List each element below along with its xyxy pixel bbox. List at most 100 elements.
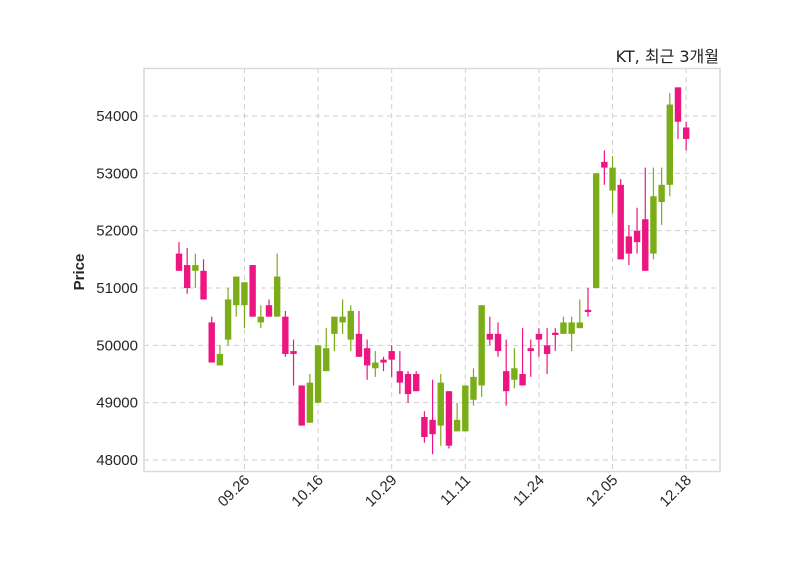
candle-up bbox=[233, 276, 240, 317]
candle-up bbox=[650, 167, 657, 260]
candle-body bbox=[503, 371, 510, 392]
candle-down bbox=[388, 345, 395, 377]
candle-body bbox=[298, 385, 305, 426]
candle-body bbox=[175, 253, 183, 271]
candle-body bbox=[576, 322, 584, 329]
candle-up bbox=[560, 316, 567, 334]
candle-body bbox=[241, 282, 248, 306]
candle-down bbox=[200, 259, 207, 300]
candle-body bbox=[511, 368, 518, 380]
y-tick-label: 54000 bbox=[96, 108, 138, 125]
candle-down bbox=[445, 391, 453, 449]
candle-down bbox=[625, 224, 633, 266]
candle-body bbox=[552, 332, 559, 336]
y-axis-ticks: 48000 49000 50000 51000 52000 53000 54000 bbox=[96, 108, 138, 469]
chart-title: KT, 최근 3개월 bbox=[616, 47, 719, 66]
candle-body bbox=[601, 161, 608, 168]
candle-body bbox=[642, 219, 649, 271]
candle-up bbox=[241, 282, 248, 329]
candle-body bbox=[494, 333, 502, 352]
candle-up bbox=[666, 93, 673, 197]
candle-down bbox=[421, 411, 428, 443]
candle-up bbox=[568, 316, 575, 352]
candle-body bbox=[347, 310, 354, 340]
candle-down bbox=[208, 316, 215, 363]
candle-body bbox=[208, 322, 215, 363]
candle-up bbox=[306, 374, 314, 423]
candle-body bbox=[314, 345, 322, 403]
y-tick-label: 53000 bbox=[96, 165, 138, 182]
candle-body bbox=[429, 419, 436, 435]
candle-down bbox=[183, 247, 191, 294]
candle-up bbox=[216, 345, 224, 366]
candle-down bbox=[617, 179, 624, 260]
candle-body bbox=[233, 276, 240, 306]
candle-down bbox=[552, 328, 559, 352]
candle-body bbox=[568, 322, 575, 334]
candle-up bbox=[323, 328, 330, 372]
candle-up bbox=[511, 348, 518, 389]
candle-body bbox=[535, 333, 543, 340]
y-tick-label: 48000 bbox=[96, 452, 138, 469]
candle-down bbox=[543, 328, 551, 375]
candle-body bbox=[355, 333, 363, 357]
candle-down bbox=[601, 150, 608, 185]
candle-body bbox=[339, 316, 346, 323]
candle-body bbox=[470, 376, 477, 400]
candle-down bbox=[584, 288, 592, 317]
candle-body bbox=[486, 333, 494, 340]
candle-up bbox=[592, 173, 600, 289]
candle-down bbox=[265, 299, 273, 317]
candle-up bbox=[609, 156, 616, 214]
candle-up bbox=[314, 345, 322, 403]
candle-body bbox=[445, 391, 453, 446]
candle-down bbox=[429, 379, 436, 455]
candle-body bbox=[323, 348, 330, 372]
candle-down bbox=[290, 339, 297, 386]
candle-down bbox=[633, 207, 641, 254]
candle-up bbox=[453, 402, 461, 432]
plot-frame bbox=[143, 67, 721, 473]
candle-body bbox=[650, 196, 657, 254]
candle-up bbox=[273, 253, 281, 317]
candle-body bbox=[658, 184, 665, 203]
candle-body bbox=[527, 348, 534, 352]
y-tick-label: 49000 bbox=[96, 395, 138, 412]
candle-body bbox=[519, 374, 526, 386]
candle-body bbox=[396, 371, 404, 383]
candle-down bbox=[519, 328, 526, 386]
candle-down bbox=[494, 322, 502, 357]
y-axis-label: Price bbox=[71, 254, 88, 291]
candle-body bbox=[372, 362, 379, 369]
candle-body bbox=[388, 351, 395, 360]
candle-body bbox=[584, 309, 592, 313]
candle-down bbox=[413, 371, 420, 392]
candles bbox=[175, 87, 690, 455]
candle-down bbox=[282, 310, 289, 357]
candle-body bbox=[617, 184, 624, 260]
y-tick-label: 51000 bbox=[96, 280, 138, 297]
candle-up bbox=[257, 305, 264, 329]
candle-down bbox=[535, 328, 543, 357]
candle-up bbox=[478, 305, 485, 397]
candle-body bbox=[453, 419, 461, 432]
y-tick-label: 50000 bbox=[96, 337, 138, 354]
candle-down bbox=[486, 316, 494, 346]
candle-down bbox=[175, 242, 183, 271]
candle-up bbox=[437, 374, 444, 446]
candle-body bbox=[363, 348, 371, 366]
candle-down bbox=[674, 87, 682, 139]
candle-down bbox=[404, 371, 412, 403]
candle-body bbox=[625, 236, 633, 254]
candle-body bbox=[257, 316, 264, 323]
candle-body bbox=[282, 316, 289, 354]
candle-body bbox=[666, 104, 673, 185]
candle-body bbox=[609, 167, 616, 191]
candle-up bbox=[658, 167, 665, 225]
candle-down bbox=[380, 356, 387, 372]
candle-down bbox=[682, 121, 690, 151]
candle-body bbox=[543, 345, 551, 354]
candle-up bbox=[372, 351, 379, 377]
candle-body bbox=[592, 173, 600, 289]
